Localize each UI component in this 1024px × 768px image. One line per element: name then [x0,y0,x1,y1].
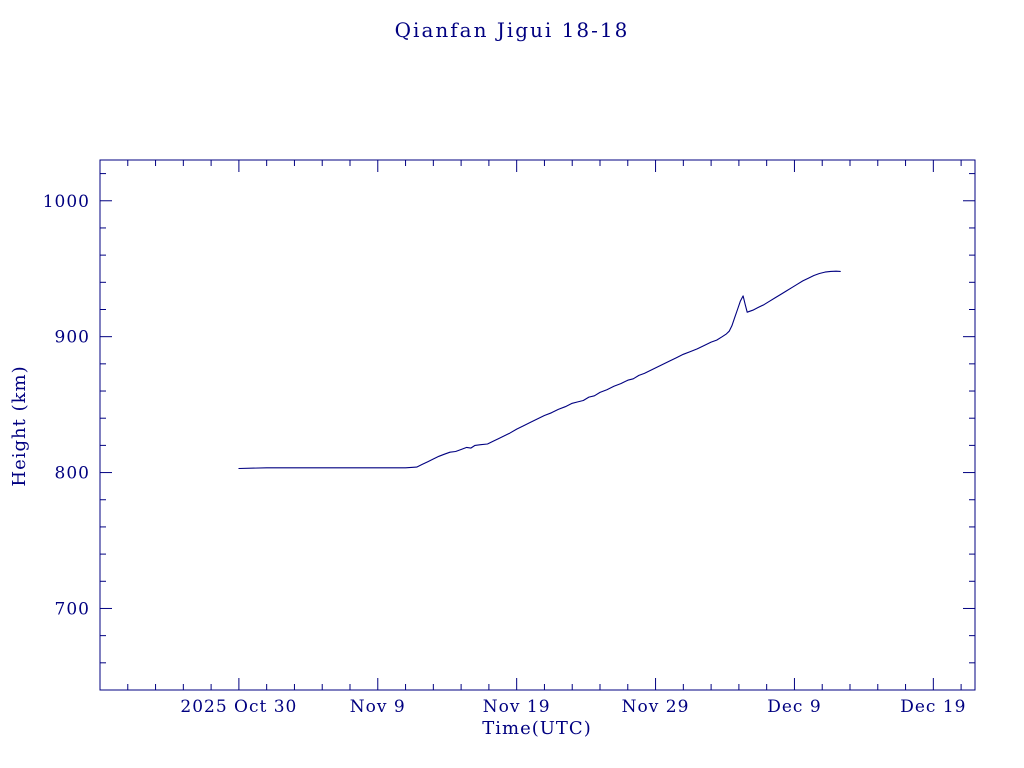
x-tick-label: Nov 29 [622,697,690,717]
y-tick-label: 1000 [43,192,90,212]
y-axis-label: Height (km) [9,365,30,487]
plot-border [99,159,976,691]
x-tick-label: Dec 9 [767,697,821,717]
height-series-line [238,270,841,470]
y-tick-label: 900 [55,328,90,348]
x-tick-label: Dec 19 [900,697,966,717]
y-tick-label: 700 [55,599,90,619]
chart-title: Qianfan Jigui 18-18 [394,18,630,42]
x-tick-label: 2025 Oct 30 [180,697,297,717]
x-tick-label: Nov 9 [350,697,406,717]
x-axis-label: Time(UTC) [482,718,592,739]
x-tick-label: Nov 19 [483,697,551,717]
y-tick-label: 800 [55,464,90,484]
